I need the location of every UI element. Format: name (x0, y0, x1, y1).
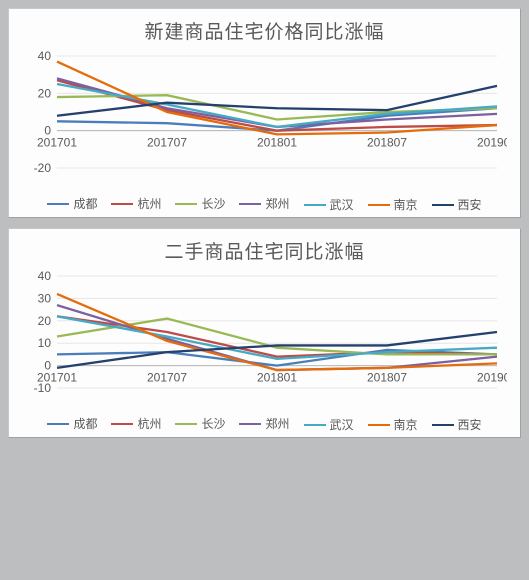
svg-text:30: 30 (38, 291, 52, 305)
chart-legend: 成都 杭州 长沙 郑州 武汉 南京 西安 (17, 194, 512, 213)
svg-text:201807: 201807 (367, 136, 407, 150)
svg-text:201801: 201801 (257, 136, 297, 150)
svg-text:201707: 201707 (147, 371, 187, 385)
chart-plot: -100102030402017012017072018012018072019… (17, 270, 512, 410)
chart-secondhand-housing: 二手商品住宅同比涨幅 -1001020304020170120170720180… (8, 228, 521, 438)
svg-text:40: 40 (38, 50, 52, 63)
legend-label: 成都 (73, 195, 97, 212)
legend-item: 武汉 (304, 416, 354, 433)
legend-swatch (239, 423, 261, 425)
legend-swatch (432, 424, 454, 426)
legend-swatch (111, 203, 133, 205)
legend-item: 郑州 (239, 414, 289, 433)
legend-label: 长沙 (201, 195, 225, 212)
legend-swatch (368, 204, 390, 206)
legend-item: 西安 (432, 416, 482, 433)
chart-legend: 成都 杭州 长沙 郑州 武汉 南京 西安 (17, 414, 512, 433)
svg-text:201701: 201701 (37, 371, 77, 385)
series-line (57, 319, 497, 355)
svg-text:201901: 201901 (477, 136, 507, 150)
legend-item: 南京 (368, 416, 418, 433)
svg-text:201901: 201901 (477, 371, 507, 385)
series-line (57, 305, 497, 370)
legend-item: 杭州 (111, 414, 161, 433)
legend-item: 武汉 (304, 196, 354, 213)
legend-label: 郑州 (265, 195, 289, 212)
legend-swatch (47, 423, 69, 425)
legend-label: 西安 (458, 196, 482, 213)
chart-title: 新建商品住宅价格同比涨幅 (17, 17, 512, 44)
svg-text:201807: 201807 (367, 371, 407, 385)
legend-swatch (368, 424, 390, 426)
legend-swatch (175, 423, 197, 425)
legend-label: 南京 (394, 196, 418, 213)
svg-text:10: 10 (38, 336, 52, 350)
legend-label: 武汉 (330, 196, 354, 213)
legend-item: 长沙 (175, 194, 225, 213)
svg-text:20: 20 (38, 314, 52, 328)
legend-item: 成都 (47, 194, 97, 213)
chart-new-housing: 新建商品住宅价格同比涨幅 -20020402017012017072018012… (8, 8, 521, 218)
chart-plot: -2002040201701201707201801201807201901 (17, 50, 512, 190)
chart-title: 二手商品住宅同比涨幅 (17, 237, 512, 264)
legend-swatch (175, 203, 197, 205)
legend-swatch (304, 424, 326, 426)
svg-text:201801: 201801 (257, 371, 297, 385)
svg-text:201707: 201707 (147, 136, 187, 150)
legend-label: 杭州 (137, 195, 161, 212)
legend-label: 长沙 (201, 415, 225, 432)
svg-text:40: 40 (38, 270, 52, 283)
legend-label: 南京 (394, 416, 418, 433)
legend-label: 杭州 (137, 415, 161, 432)
svg-text:201701: 201701 (37, 136, 77, 150)
legend-item: 杭州 (111, 194, 161, 213)
legend-label: 郑州 (265, 415, 289, 432)
legend-swatch (304, 204, 326, 206)
svg-text:-20: -20 (34, 161, 52, 175)
legend-label: 西安 (458, 416, 482, 433)
legend-item: 成都 (47, 414, 97, 433)
legend-swatch (239, 203, 261, 205)
svg-text:20: 20 (38, 86, 52, 100)
legend-item: 南京 (368, 196, 418, 213)
legend-swatch (432, 204, 454, 206)
legend-item: 长沙 (175, 414, 225, 433)
legend-item: 西安 (432, 196, 482, 213)
legend-swatch (111, 423, 133, 425)
legend-label: 成都 (73, 415, 97, 432)
legend-item: 郑州 (239, 194, 289, 213)
legend-swatch (47, 203, 69, 205)
legend-label: 武汉 (330, 416, 354, 433)
